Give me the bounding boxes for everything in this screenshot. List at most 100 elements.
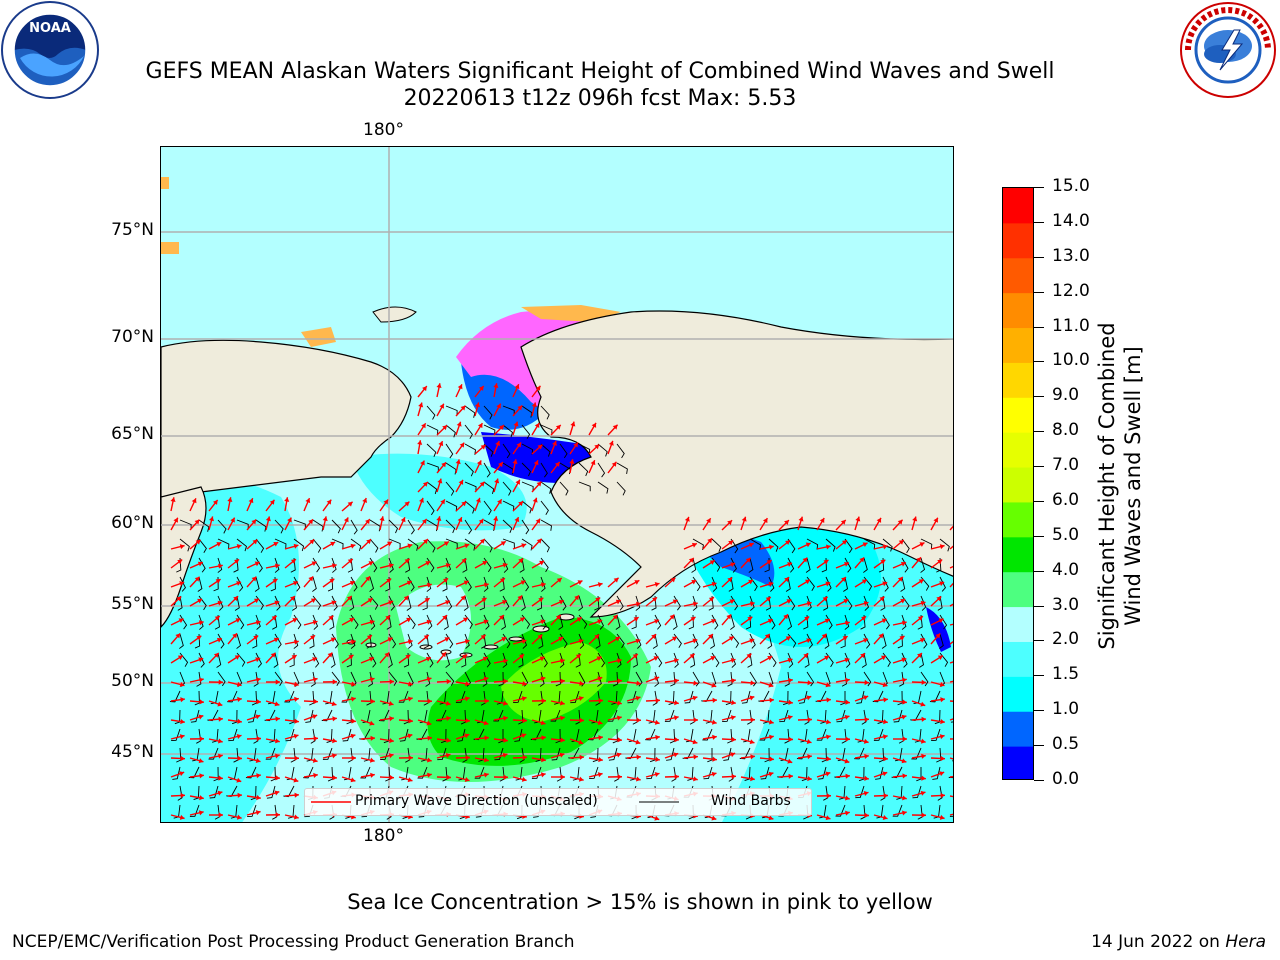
wind-barb: [437, 747, 447, 761]
wave-direction-arrowhead: [749, 695, 755, 701]
wind-barb: [901, 557, 909, 573]
wind-barb: [350, 519, 358, 535]
wave-direction-arrowhead: [484, 735, 489, 741]
wave-direction-arrowhead: [845, 677, 850, 683]
wave-direction-arrowhead: [783, 614, 788, 620]
wave-direction-arrowhead: [445, 562, 451, 568]
wave-direction-arrowhead: [559, 752, 565, 758]
wave-direction-arrowhead: [879, 596, 885, 602]
wave-direction-arrowhead: [312, 619, 318, 625]
wind-barb: [806, 671, 815, 687]
wave-direction-arrowhead: [348, 654, 354, 660]
wind-barb: [707, 748, 713, 763]
lat-label-70: 70°N: [111, 327, 154, 347]
wind-barb: [616, 595, 624, 611]
wave-direction-arrowhead: [331, 753, 337, 759]
wind-barb: [747, 652, 753, 668]
wave-direction-arrowhead: [939, 581, 945, 587]
land-alaska: [520, 310, 953, 618]
wave-direction-arrow: [949, 623, 953, 626]
colorbar-tick-label: 10.0: [1052, 350, 1090, 371]
wave-direction-arrowhead: [369, 656, 374, 662]
wind-barb: [293, 633, 299, 649]
wave-direction-arrowhead: [534, 422, 540, 428]
wind-barb: [464, 500, 475, 514]
wave-direction-arrowhead: [712, 734, 717, 740]
wave-direction-arrowhead: [464, 543, 470, 549]
wave-direction-arrowhead: [199, 736, 204, 742]
wave-direction-arrowhead: [312, 657, 318, 662]
wave-direction-arrowhead: [177, 559, 183, 565]
wave-direction-arrowhead: [612, 424, 618, 430]
wind-barb: [730, 614, 735, 630]
wave-direction-arrowhead: [749, 739, 755, 745]
wind-barb: [578, 671, 586, 687]
wave-direction-arrowhead: [463, 617, 469, 623]
wind-barb: [388, 652, 393, 668]
wind-barb: [823, 785, 829, 801]
colorbar-tick-mark: [1034, 745, 1044, 747]
wind-barb: [483, 405, 493, 420]
wave-direction-arrowhead: [521, 696, 527, 702]
wind-barb: [213, 766, 219, 782]
colorbar-svg: [1003, 188, 1033, 779]
wave-direction-arrowhead: [844, 795, 850, 801]
wave-direction-arrowhead: [194, 576, 200, 582]
wave-direction-arrowhead: [654, 771, 660, 777]
wind-barb: [274, 538, 287, 549]
wind-barb: [463, 595, 469, 611]
wave-direction-arrowhead: [712, 697, 717, 703]
wave-direction-arrowhead: [457, 384, 463, 390]
wind-barb: [305, 709, 314, 723]
wind-barb: [292, 595, 297, 611]
wave-direction-arrowhead: [863, 790, 869, 796]
wind-barb: [912, 785, 922, 799]
wave-direction-arrowhead: [578, 776, 584, 782]
wave-direction-arrowhead: [388, 701, 394, 707]
wave-direction-arrowhead: [540, 676, 546, 682]
lat-label-60: 60°N: [111, 513, 154, 533]
wave-direction-arrowhead: [692, 739, 698, 745]
wind-barb: [787, 595, 796, 611]
wave-direction-arrowhead: [825, 581, 831, 587]
wave-direction-arrowhead: [798, 516, 804, 522]
wind-barb: [635, 671, 643, 687]
wave-direction-arrowhead: [236, 681, 242, 687]
wind-barb: [806, 633, 813, 649]
wind-barb: [856, 690, 865, 704]
wind-barb: [196, 728, 202, 744]
colorbar-bin: [1003, 501, 1033, 538]
wave-direction-arrowhead: [499, 615, 504, 620]
wave-direction-arrowhead: [389, 774, 394, 781]
wind-barb: [293, 576, 301, 592]
wind-barb: [540, 576, 546, 592]
wave-direction-arrowhead: [806, 601, 812, 607]
wave-direction-arrowhead: [483, 582, 489, 588]
wave-direction-arrowhead: [540, 720, 546, 726]
wave-direction-arrowhead: [218, 775, 223, 781]
wind-barb: [844, 614, 850, 630]
wave-direction-arrowhead: [688, 557, 694, 563]
wave-direction-arrowhead: [502, 700, 508, 706]
wave-direction-arrowhead: [861, 616, 867, 622]
wave-direction-arrowhead: [408, 681, 413, 687]
wind-barb: [312, 576, 317, 592]
wind-barb: [270, 766, 276, 782]
wind-barb: [228, 728, 238, 742]
lon-label-top: 180°: [363, 120, 404, 140]
wave-direction-arrowhead: [517, 405, 523, 411]
wind-barb: [254, 576, 260, 592]
wave-direction-arrowhead: [180, 718, 185, 725]
wave-direction-arrowhead: [502, 599, 507, 605]
wave-direction-arrowhead: [475, 497, 481, 503]
colorbar-tick-label: 3.0: [1052, 594, 1080, 615]
wave-direction-arrowhead: [421, 423, 426, 429]
wave-direction-arrowhead: [655, 756, 660, 762]
wave-direction-arrowhead: [445, 600, 451, 605]
wave-direction-arrowhead: [265, 516, 271, 522]
wave-direction-arrowhead: [483, 619, 489, 625]
wave-direction-arrowhead: [483, 720, 489, 726]
wave-direction-arrowhead: [883, 697, 888, 703]
wave-direction-arrowhead: [176, 596, 182, 602]
wave-direction-arrowhead: [291, 655, 297, 660]
